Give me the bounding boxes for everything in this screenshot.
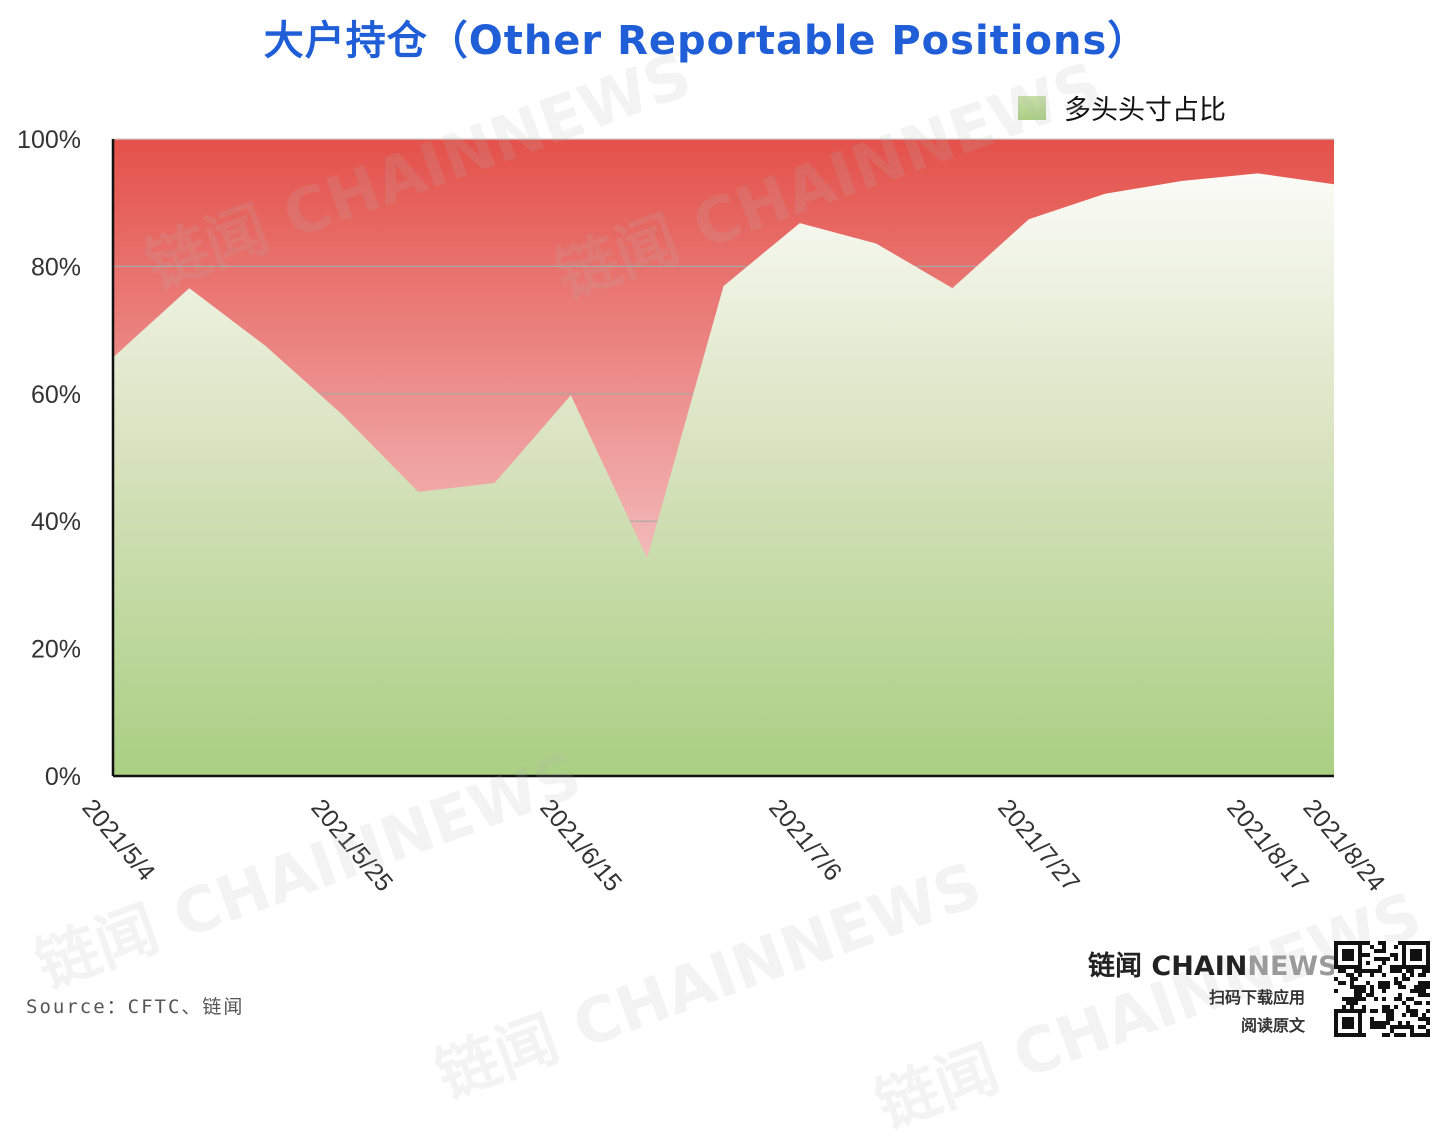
y-tick-label: 20% (31, 636, 81, 664)
brand-logo: 链闻 CHAINNEWS (1088, 944, 1338, 983)
x-tick-label: 2021/7/27 (992, 794, 1085, 897)
x-tick-label: 2021/5/4 (76, 794, 160, 887)
brand-name-chain: CHAIN (1151, 951, 1247, 982)
brand-name-news: NEWS (1247, 951, 1337, 982)
brand-download-text: 扫码下载应用 (1200, 984, 1305, 1008)
y-tick-label: 80% (31, 253, 81, 281)
x-tick-label: 2021/5/25 (305, 794, 398, 897)
y-tick-label: 100% (17, 126, 81, 154)
plot-area: 0% 20% 40% 60% 80% 100% 2021/5/4 2021/5/25 2021/… (17, 126, 1390, 897)
brand-read-text: 阅读原文 (1200, 1012, 1305, 1036)
x-tick-label: 2021/7/6 (763, 794, 847, 887)
x-tick-label: 2021/6/15 (534, 794, 627, 897)
x-tick-label: 2021/8/24 (1297, 794, 1390, 897)
qr-code-icon (1334, 941, 1430, 1037)
y-tick-label: 40% (31, 508, 81, 536)
area-chart: 0% 20% 40% 60% 80% 100% 2021/5/4 2021/5/25 2021/… (0, 0, 1456, 940)
y-tick-label: 0% (45, 763, 81, 791)
y-tick-label: 60% (31, 381, 81, 409)
brand-name-cn: 链闻 (1088, 951, 1142, 982)
source-note: Source：CFTC、链闻 (26, 992, 244, 1019)
